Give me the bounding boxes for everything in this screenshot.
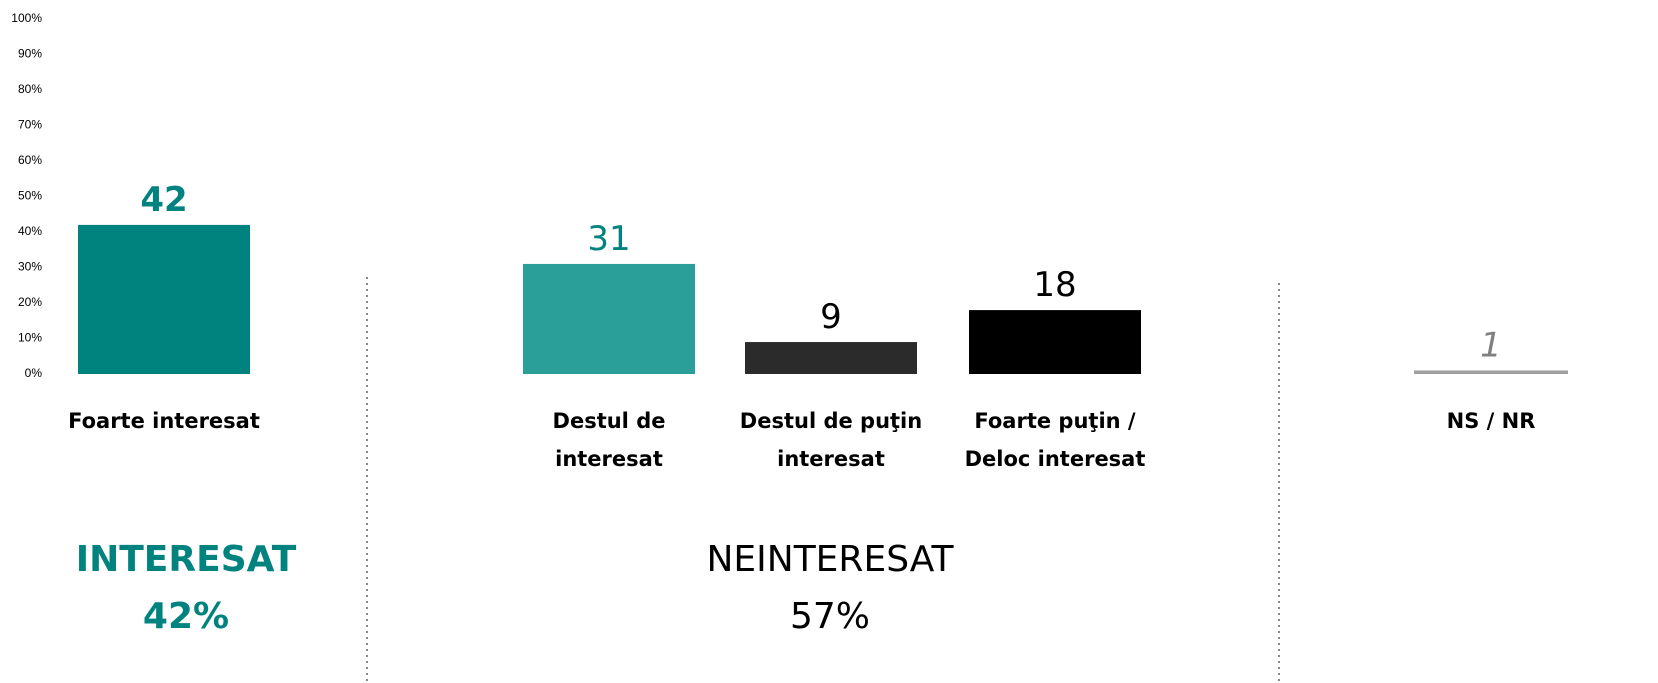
x-tick-label: NS / NR bbox=[1446, 409, 1536, 433]
value-label: 1 bbox=[1480, 325, 1502, 365]
y-tick-label: 40% bbox=[18, 224, 42, 238]
y-tick-label: 0% bbox=[25, 366, 43, 380]
y-tick-label: 10% bbox=[18, 331, 42, 345]
value-label: 42 bbox=[140, 180, 187, 220]
group-total: 42% bbox=[142, 596, 230, 637]
group-total: 57% bbox=[789, 596, 870, 637]
y-tick-label: 80% bbox=[18, 82, 42, 96]
bar bbox=[1414, 370, 1568, 374]
bar bbox=[523, 263, 695, 374]
y-tick-label: 60% bbox=[18, 153, 42, 167]
x-tick-label: Destul de interesat bbox=[552, 409, 666, 471]
y-tick-label: 90% bbox=[18, 47, 42, 61]
x-tick-label: Foarte interesat bbox=[68, 409, 260, 433]
x-tick-label: Foarte puţin / Deloc interesat bbox=[964, 409, 1146, 471]
y-tick-label: 30% bbox=[18, 260, 42, 274]
group-label: NEINTERESAT bbox=[706, 539, 954, 580]
value-label: 18 bbox=[1033, 265, 1076, 305]
bar bbox=[78, 224, 250, 374]
bar bbox=[745, 342, 917, 374]
value-label: 31 bbox=[587, 219, 630, 259]
x-tick-label: Destul de puţin interesat bbox=[739, 409, 923, 471]
y-tick-label: 50% bbox=[18, 189, 42, 203]
value-label: 9 bbox=[820, 297, 842, 337]
group-label: INTERESAT bbox=[75, 539, 297, 580]
bar bbox=[969, 310, 1141, 374]
y-tick-label: 100% bbox=[11, 11, 42, 25]
y-tick-label: 20% bbox=[18, 295, 42, 309]
y-tick-label: 70% bbox=[18, 118, 42, 132]
